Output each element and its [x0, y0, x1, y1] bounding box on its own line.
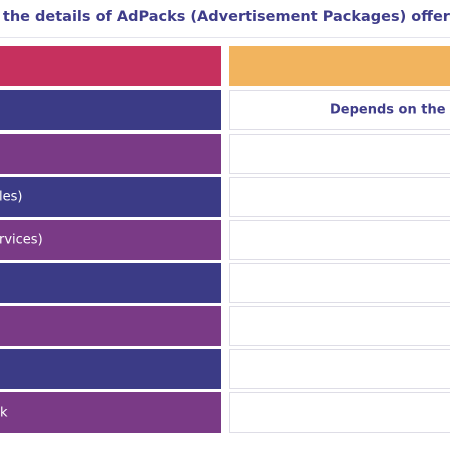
- page-title-text: e the details of AdPacks (Advertisement …: [0, 9, 450, 25]
- page-title: e the details of AdPacks (Advertisement …: [0, 6, 450, 28]
- table-row-7-value-cell: [229, 349, 450, 389]
- table-header-left: [0, 46, 221, 86]
- title-divider: [0, 37, 450, 38]
- table-row-2-label-cell: [0, 134, 221, 174]
- table-row-7-label-cell: [0, 349, 221, 389]
- table-row-5-label-cell: [0, 263, 221, 303]
- table-row-3-label-cell: les): [0, 177, 221, 217]
- table-row-1-value: Depends on the n: [330, 102, 450, 118]
- table-row-5-value-cell: [229, 263, 450, 303]
- table-row-4-label: rvices): [0, 232, 43, 248]
- table-row-3-value-cell: [229, 177, 450, 217]
- table-row-8-label-cell: k: [0, 392, 221, 433]
- table-row-1-value-cell: Depends on the n: [229, 90, 450, 130]
- table-row-8-label: k: [0, 405, 8, 420]
- table-row-8-value-cell: [229, 392, 450, 433]
- table-row-6-value-cell: [229, 306, 450, 346]
- table-row-4-label-cell: rvices): [0, 220, 221, 260]
- table-row-1-label-cell: [0, 90, 221, 130]
- table-row-2-value-cell: [229, 134, 450, 174]
- table-header-right: [229, 46, 450, 86]
- table-row-3-label: les): [0, 189, 23, 205]
- table-row-4-value-cell: [229, 220, 450, 260]
- table-row-6-label-cell: [0, 306, 221, 346]
